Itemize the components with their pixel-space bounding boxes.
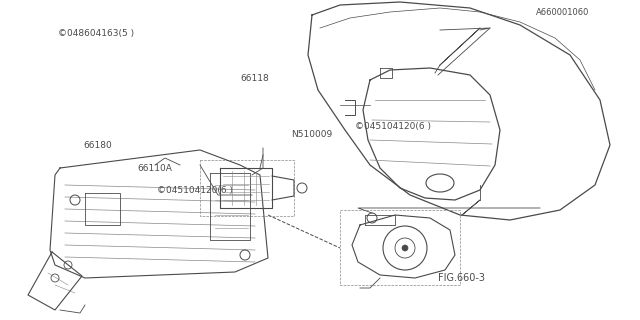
Text: ©048604163(5 ): ©048604163(5 ): [58, 29, 134, 38]
Text: ©045104120(6 ): ©045104120(6 ): [355, 122, 431, 131]
Text: N510009: N510009: [291, 130, 332, 139]
Polygon shape: [28, 252, 82, 310]
Text: A660001060: A660001060: [536, 8, 589, 17]
Text: ©045104120(6 ): ©045104120(6 ): [157, 186, 233, 195]
Text: 66110A: 66110A: [138, 164, 172, 172]
Polygon shape: [352, 215, 455, 278]
Text: 66118: 66118: [240, 74, 269, 83]
Text: FIG.660-3: FIG.660-3: [438, 273, 485, 284]
Text: 66180: 66180: [83, 141, 112, 150]
Circle shape: [402, 245, 408, 251]
Polygon shape: [50, 150, 268, 278]
